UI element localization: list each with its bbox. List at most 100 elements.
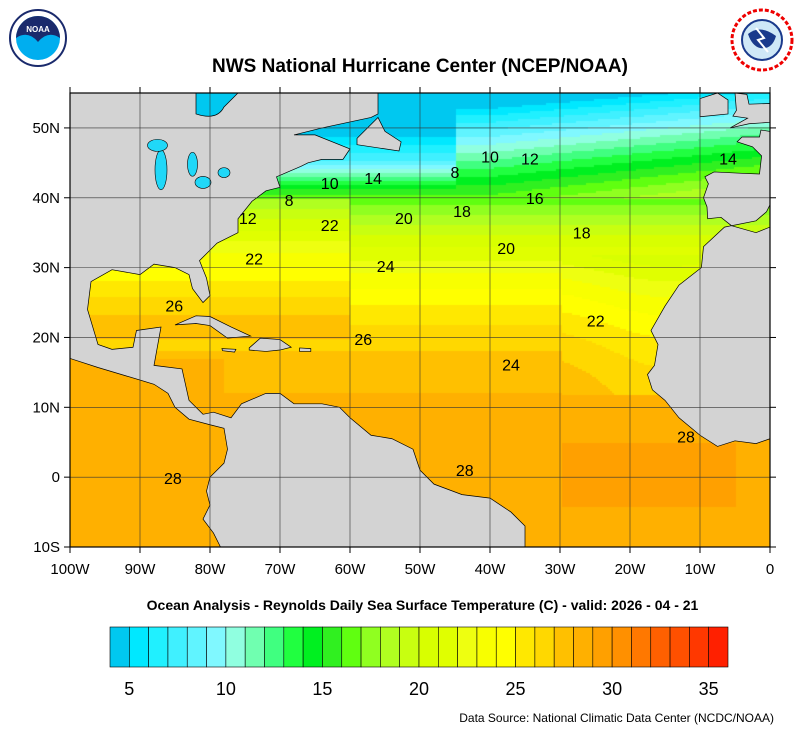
land-puerto-rico xyxy=(299,347,312,352)
contour-label: 28 xyxy=(164,471,182,488)
lat-tick-label: 0 xyxy=(52,469,60,486)
colorbar-label: 20 xyxy=(409,679,429,699)
colorbar-bin xyxy=(611,626,632,668)
colorbar-label: 25 xyxy=(506,679,526,699)
contour-label: 10 xyxy=(321,176,339,193)
lon-tick-label: 100W xyxy=(50,561,90,578)
colorbar-bin xyxy=(244,626,265,668)
lat-tick-label: 10S xyxy=(33,539,60,556)
colorbar-bin xyxy=(689,626,709,668)
colorbar-bin xyxy=(534,626,555,668)
colorbar-label: 10 xyxy=(216,679,236,699)
lon-tick-label: 70W xyxy=(265,561,297,578)
land-hispaniola xyxy=(248,337,293,352)
great-lake xyxy=(154,149,168,191)
lon-tick-label: 80W xyxy=(195,561,227,578)
hudson-bay xyxy=(195,92,239,117)
data-source: Data Source: National Climatic Data Cent… xyxy=(459,711,774,725)
lon-tick-label: 0 xyxy=(766,561,774,578)
contour-label: 16 xyxy=(526,191,544,208)
lon-tick-label: 40W xyxy=(475,561,507,578)
lon-tick-label: 90W xyxy=(125,561,157,578)
chart-title: NWS National Hurricane Center (NCEP/NOAA… xyxy=(212,56,628,77)
contour-label: 22 xyxy=(587,314,605,331)
land-ireland xyxy=(699,92,729,118)
colorbar-bin xyxy=(302,626,323,668)
colorbar-bin xyxy=(167,626,188,668)
land-cuba xyxy=(174,315,252,339)
colorbar-bin xyxy=(476,626,497,668)
land-africa xyxy=(647,225,771,447)
noaa-logo: NOAA xyxy=(8,8,68,73)
contour-label: 26 xyxy=(165,298,183,315)
colorbar-bin xyxy=(206,626,227,668)
colorbar-bin xyxy=(457,626,478,668)
svg-text:NOAA: NOAA xyxy=(26,25,50,34)
lon-tick-label: 50W xyxy=(405,561,437,578)
colorbar-bin xyxy=(573,626,594,668)
lon-tick-label: 60W xyxy=(335,561,367,578)
land-great-britain xyxy=(729,92,771,129)
nws-logo xyxy=(730,8,794,77)
colorbar-bin xyxy=(631,626,652,668)
lon-tick-label: 10W xyxy=(685,561,717,578)
colorbar-bin xyxy=(360,626,381,668)
colorbar-bin xyxy=(650,626,671,668)
colorbar-bin xyxy=(148,626,169,668)
contour-label: 8 xyxy=(451,165,460,182)
colorbar-bin xyxy=(129,626,149,668)
contour-label: 14 xyxy=(719,152,737,169)
contour-label: 24 xyxy=(502,358,520,375)
colorbar-bin xyxy=(322,626,343,668)
land-iberia-france xyxy=(703,129,771,227)
colorbar-bin xyxy=(438,626,458,668)
great-lake xyxy=(147,139,168,152)
contour-label: 8 xyxy=(285,193,294,210)
colorbar-label: 30 xyxy=(602,679,622,699)
colorbar-bin xyxy=(553,626,574,668)
colorbar-bin xyxy=(515,626,536,668)
contour-label: 28 xyxy=(456,463,474,480)
colorbar-label: 5 xyxy=(124,679,134,699)
contour-label: 10 xyxy=(481,150,499,167)
colorbar-bin xyxy=(186,626,207,668)
lat-tick-label: 10N xyxy=(32,399,60,416)
land-americas xyxy=(69,92,526,548)
lat-tick-label: 50N xyxy=(32,120,60,137)
colorbar-bin xyxy=(418,626,439,668)
lat-tick-label: 30N xyxy=(32,260,60,277)
lat-tick-label: 40N xyxy=(32,190,60,207)
great-lake xyxy=(194,176,212,189)
colorbar-bin xyxy=(341,626,362,668)
colorbar-bin xyxy=(708,626,729,668)
colorbar-bin xyxy=(225,626,246,668)
contour-label: 18 xyxy=(453,204,471,221)
great-lake xyxy=(217,167,231,178)
lon-tick-label: 30W xyxy=(545,561,577,578)
colorbar-bin xyxy=(109,626,130,668)
contour-label: 20 xyxy=(395,211,413,228)
colorbar-bin xyxy=(669,626,690,668)
colorbar-bin xyxy=(283,626,304,668)
colorbar-bin xyxy=(399,626,420,668)
colorbar-bin xyxy=(495,626,516,668)
land-newfoundland xyxy=(356,116,402,152)
colorbar-bin xyxy=(592,626,613,668)
great-lake xyxy=(187,151,198,177)
contour-label: 22 xyxy=(245,252,263,269)
contour-label: 18 xyxy=(573,226,591,243)
land-jamaica xyxy=(221,348,237,353)
contour-label: 14 xyxy=(364,171,382,188)
contour-label: 26 xyxy=(354,332,372,349)
lat-tick-label: 20N xyxy=(32,329,60,346)
map-subtitle: Ocean Analysis - Reynolds Daily Sea Surf… xyxy=(146,597,699,613)
colorbar-label: 35 xyxy=(699,679,719,699)
colorbar-bin xyxy=(380,626,400,668)
lon-tick-label: 20W xyxy=(615,561,647,578)
contour-label: 20 xyxy=(497,241,515,258)
map-frame xyxy=(69,92,771,548)
colorbar-label: 15 xyxy=(312,679,332,699)
contour-label: 12 xyxy=(521,152,539,169)
